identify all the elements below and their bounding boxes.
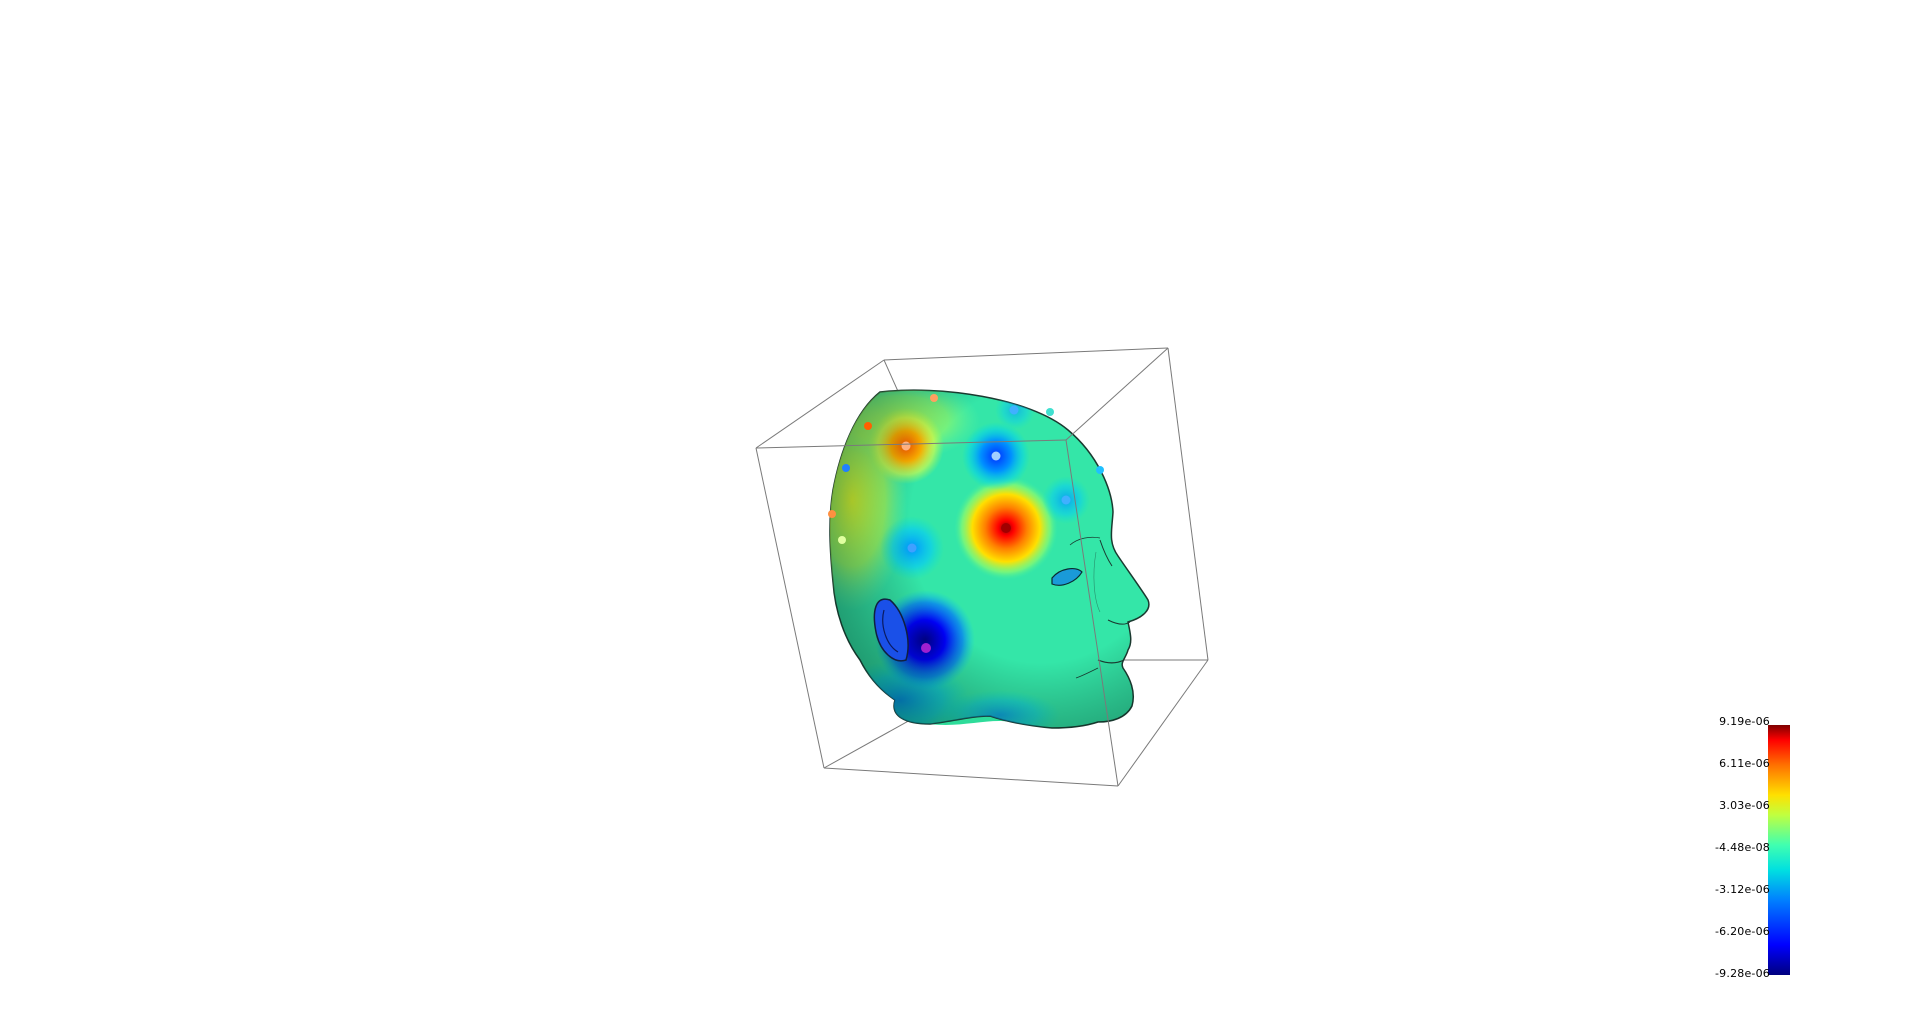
- electrode-markers: [828, 394, 1104, 653]
- colorbar: [1768, 725, 1790, 975]
- colorbar-tick: 9.19e-06: [1719, 715, 1770, 728]
- colorbar-tick: -3.12e-06: [1715, 883, 1770, 896]
- colorbar-tick: 6.11e-06: [1719, 757, 1770, 770]
- colorbar-tick: -9.28e-06: [1715, 967, 1770, 980]
- colorbar-tick: -4.48e-08: [1715, 841, 1770, 854]
- colorbar-tick: 3.03e-06: [1719, 799, 1770, 812]
- bounding-box-front: [755, 347, 1209, 787]
- head-surface[interactable]: [797, 380, 1160, 740]
- colorbar-tick: -6.20e-06: [1715, 925, 1770, 938]
